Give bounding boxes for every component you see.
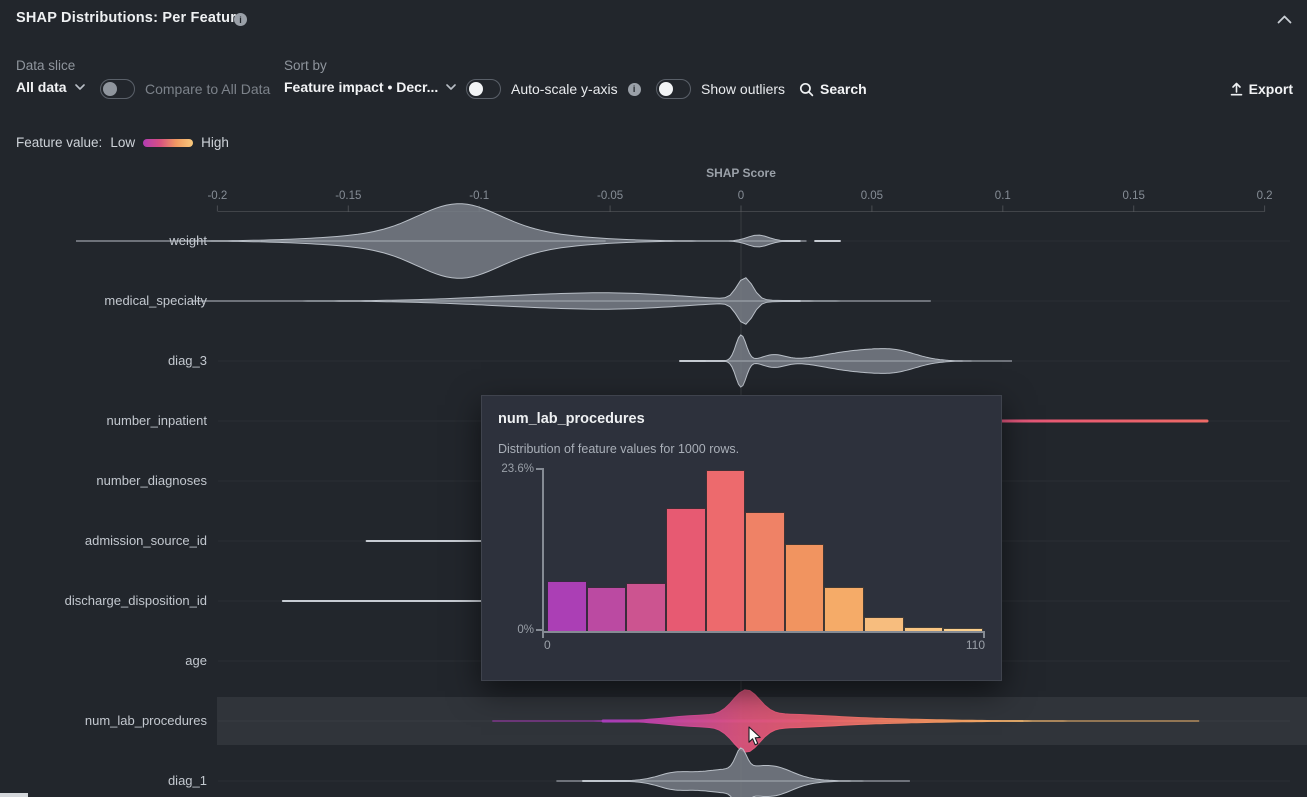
violin-medical_specialty [191,277,931,325]
info-icon[interactable]: i [234,13,247,26]
sort-by-dropdown[interactable]: Feature impact • Decr... [284,79,457,95]
x-tick-label: 0.05 [860,190,884,202]
histogram-bar [586,587,627,631]
histogram-bar [665,508,706,631]
feature-label-admission_source_id: admission_source_id [84,533,207,548]
histogram-bar [547,580,587,631]
x-tick-label: 0.1 [994,190,1011,202]
compare-label: Compare to All Data [145,81,271,97]
feature-value-legend: Feature value: Low High [16,135,229,150]
legend-low-label: Low [110,135,136,150]
histogram-bar [824,587,865,631]
compare-toggle[interactable] [100,79,135,99]
legend-prefix: Feature value: [16,135,103,150]
info-icon[interactable]: i [627,82,641,96]
export-label: Export [1248,81,1293,97]
x-tick-label: 0 [737,190,745,202]
search-button[interactable]: Search [799,81,867,97]
autoscale-toggle[interactable] [466,79,501,99]
y-max-label: 23.6% [501,463,534,475]
y-min-label: 0% [517,624,534,636]
page-title: SHAP Distributions: Per Feature [16,10,245,26]
histogram-x-axis [542,631,985,638]
outliers-toggle-group: Show outliers [656,79,785,99]
x-tick-label: -0.05 [596,190,624,202]
y-axis-tick [536,629,542,631]
chevron-down-icon [74,84,85,90]
search-icon [799,82,814,96]
x-tick-label: -0.15 [335,190,362,202]
data-slice-label: Data slice [16,58,76,73]
outliers-label: Show outliers [701,81,786,97]
histogram-bars [542,468,985,631]
sort-by-value: Feature impact • Decr... [284,79,439,95]
legend-high-label: High [201,135,229,150]
x-axis-tick [542,633,544,638]
x-tick-label: -0.2 [207,190,228,202]
histogram-y-axis: 23.6% 0% [498,463,542,636]
feature-histogram: 23.6% 0% [498,463,985,636]
legend-gradient-pill [143,138,194,147]
autoscale-label: Auto-scale y-axis [511,81,618,97]
feature-label-weight: weight [169,233,207,248]
toggle-knob [103,81,117,96]
x-tick-label: 0.2 [1256,190,1273,202]
histogram-bar [745,511,785,631]
tooltip-title: num_lab_procedures [498,411,645,427]
sort-group: Sort by Feature impact • Decr... [284,58,457,95]
mouse-cursor [748,726,761,746]
histogram-bar [626,582,666,631]
collapse-panel-button[interactable] [1277,11,1292,29]
feature-label-age: age [185,653,207,668]
y-axis-tick [536,468,542,470]
histogram-bar [705,470,746,631]
data-slice-dropdown[interactable]: All data [16,79,85,95]
autoscale-toggle-group: Auto-scale y-axis i [466,79,641,99]
hovered-feature-row[interactable] [217,697,1307,745]
outliers-toggle[interactable] [656,79,691,99]
sort-by-label: Sort by [284,58,327,73]
chevron-down-icon [446,84,457,90]
feature-label-medical_specialty: medical_specialty [104,293,207,308]
controls-bar: Data slice All data Compare to All Data … [0,58,1307,104]
x-min-label: 0 [544,638,551,652]
tooltip-subtitle: Distribution of feature values for 1000 … [498,442,740,456]
x-axis-tick [983,633,985,638]
x-axis-title: SHAP Score [706,166,776,180]
toggle-knob [469,81,483,96]
histogram-bar [784,543,825,631]
feature-distribution-tooltip: num_lab_procedures Distribution of featu… [481,395,1002,681]
search-label: Search [820,81,867,97]
x-max-label: 110 [965,638,985,652]
data-slice-value: All data [16,79,67,95]
export-icon [1230,82,1242,96]
feature-label-diag_1: diag_1 [167,773,207,788]
x-tick-label: 0.15 [1122,190,1145,202]
feature-label-number_diagnoses: number_diagnoses [96,473,207,488]
feature-label-num_lab_procedures: num_lab_procedures [84,713,207,728]
feature-label-discharge_disposition_id: discharge_disposition_id [64,593,207,608]
bottom-edge-artifact [0,793,28,797]
violin-diag_3 [705,334,1012,388]
feature-label-diag_3: diag_3 [167,353,207,368]
data-slice-group: Data slice All data [16,58,85,95]
export-button[interactable]: Export [1230,81,1293,97]
feature-label-number_inpatient: number_inpatient [106,413,207,428]
chevron-up-icon [1277,15,1292,24]
histogram-x-labels: 0 110 [544,638,985,652]
violin-diag_1 [556,747,910,797]
histogram-bar [864,616,904,631]
histogram-bar [943,628,984,631]
histogram-bar [903,626,944,631]
compare-toggle-group: Compare to All Data [100,79,270,99]
toggle-knob [659,81,673,96]
x-tick-label: -0.1 [469,190,490,202]
